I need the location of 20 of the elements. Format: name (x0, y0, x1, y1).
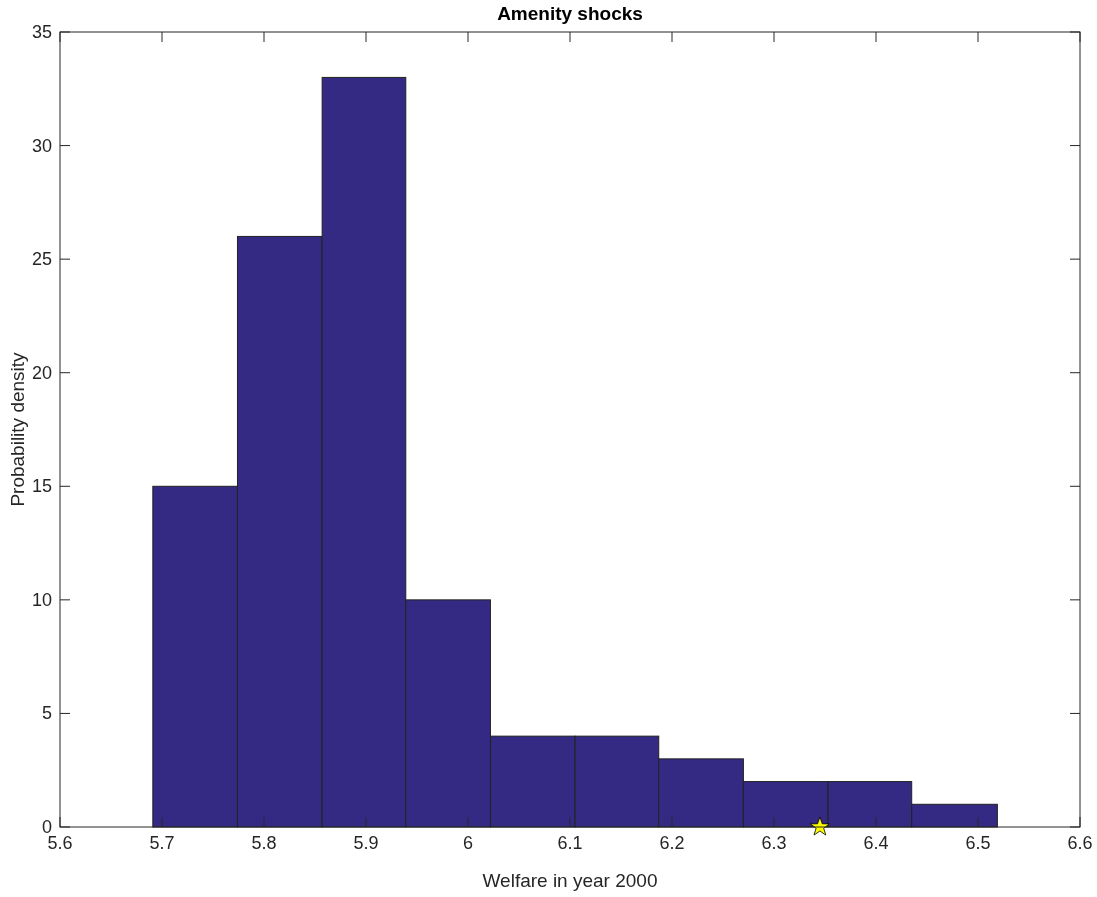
x-tick-label: 6.5 (965, 833, 991, 853)
y-tick-label: 10 (31, 589, 52, 610)
y-tick-label: 30 (31, 135, 52, 156)
x-tick-label: 6.3 (761, 833, 787, 853)
x-axis-title: Welfare in year 2000 (482, 870, 658, 891)
y-tick-label: 25 (31, 249, 52, 270)
x-tick-label: 6.6 (1067, 833, 1093, 853)
x-tick-label: 5.9 (353, 833, 379, 853)
x-tick-label: 6.1 (557, 833, 583, 853)
y-tick-label: 5 (41, 703, 52, 724)
y-axis-title: Probability density (7, 351, 28, 507)
y-tick-label: 20 (31, 362, 52, 383)
y-tick-label: 15 (31, 476, 52, 497)
y-tick-label: 35 (31, 22, 52, 42)
x-tick-label: 6.4 (863, 833, 889, 853)
chart-title: Amenity shocks (497, 3, 643, 24)
x-tick-label: 6.2 (659, 833, 685, 853)
x-tick-label: 5.7 (149, 833, 175, 853)
x-tick-label: 6 (462, 833, 474, 853)
x-tick-label: 5.8 (251, 833, 277, 853)
